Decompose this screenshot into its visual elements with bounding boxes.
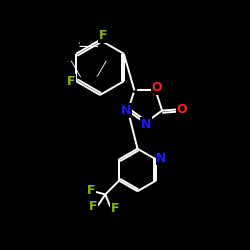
Text: O: O	[152, 82, 162, 94]
Text: F: F	[89, 200, 98, 213]
Text: F: F	[86, 184, 95, 197]
Text: F: F	[99, 29, 107, 42]
Text: F: F	[66, 75, 75, 88]
Text: N: N	[121, 104, 131, 117]
Text: F: F	[110, 202, 119, 214]
Text: N: N	[156, 152, 166, 164]
Text: N: N	[141, 118, 152, 131]
Text: O: O	[177, 103, 188, 116]
